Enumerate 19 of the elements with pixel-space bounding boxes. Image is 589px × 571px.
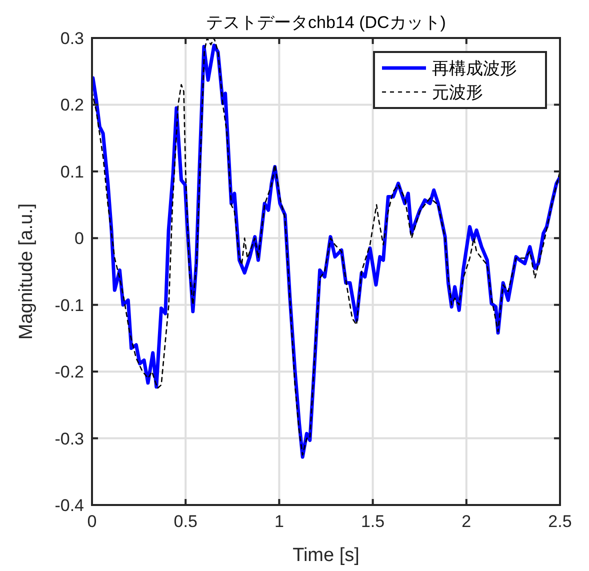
y-tick-label: 0.3 xyxy=(60,29,84,48)
x-axis-title: Time [s] xyxy=(292,545,360,566)
x-tick-label: 0 xyxy=(87,512,97,531)
legend-label: 再構成波形 xyxy=(432,59,517,78)
y-tick-label: -0.4 xyxy=(54,496,84,515)
x-tick-label: 2.5 xyxy=(548,512,572,531)
x-tick-label: 0.5 xyxy=(174,512,198,531)
legend-label: 元波形 xyxy=(432,83,483,102)
y-axis-title: Magnitude [a.u.] xyxy=(16,203,37,340)
y-tick-label: 0.1 xyxy=(60,162,84,182)
y-tick-label: -0.3 xyxy=(54,429,84,448)
x-tick-label: 2 xyxy=(462,512,472,531)
x-tick-label: 1 xyxy=(274,512,284,531)
y-tick-label: -0.2 xyxy=(54,362,84,382)
y-tick-label: 0 xyxy=(74,229,84,248)
x-tick-label: 1.5 xyxy=(360,512,385,531)
chart-title: テストデータchb14 (DCカット) xyxy=(206,13,446,32)
y-tick-label: -0.1 xyxy=(54,296,84,315)
y-tick-label: 0.2 xyxy=(60,96,84,115)
